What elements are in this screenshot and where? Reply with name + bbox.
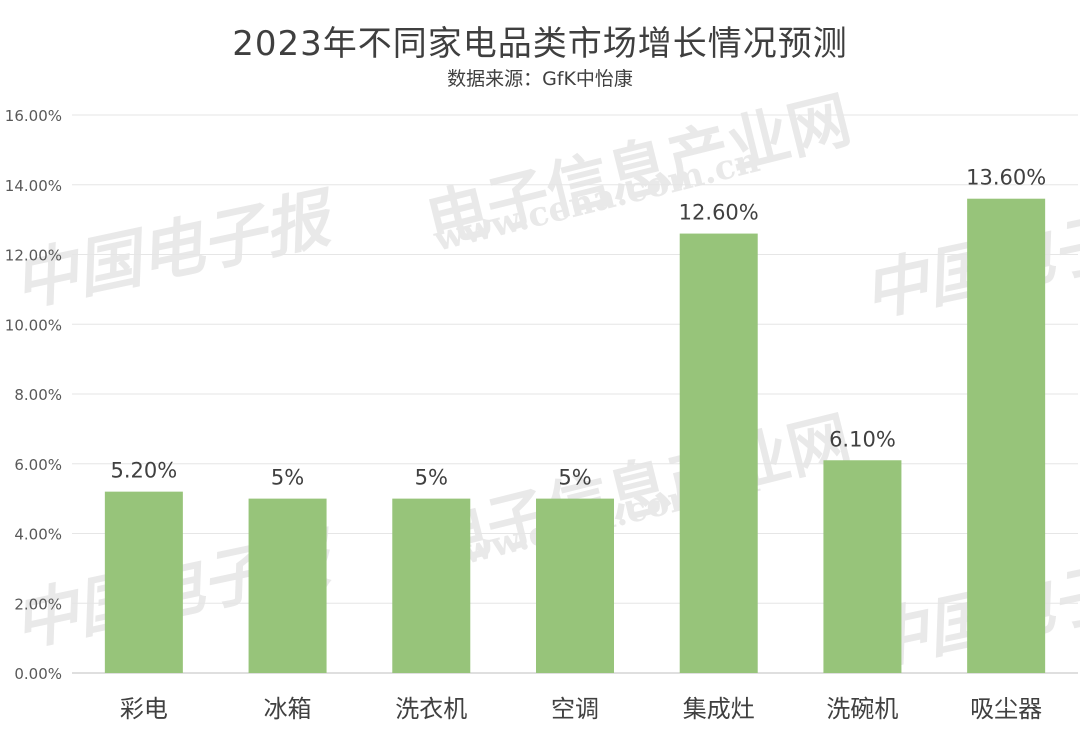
bar — [104, 491, 183, 673]
bar — [967, 198, 1046, 673]
bar — [823, 460, 902, 673]
bar — [679, 233, 758, 673]
bar — [248, 498, 327, 673]
y-axis-tick-labels: 0.00% 2.00% 4.00% 6.00% 8.00% 10.00% 12.00% 14.… — [5, 107, 62, 683]
y-tick-label: 10.00% — [5, 316, 62, 334]
bar — [392, 498, 471, 673]
data-label: 5% — [558, 466, 591, 490]
chart-subtitle: 数据来源：GfK中怡康 — [447, 68, 633, 90]
data-label: 5% — [271, 466, 304, 490]
bars — [104, 198, 1046, 673]
x-axis-tick-labels: 彩电 冰箱 洗衣机 空调 集成灶 洗碗机 吸尘器 — [120, 695, 1042, 723]
y-tick-label: 14.00% — [5, 177, 62, 195]
data-label: 5.20% — [110, 459, 177, 483]
y-tick-label: 16.00% — [5, 107, 62, 125]
data-labels: 5.20% 5% 5% 5% 12.60% 6.10% 13.60% — [110, 166, 1046, 490]
x-tick-label: 冰箱 — [264, 695, 312, 723]
y-tick-label: 2.00% — [14, 595, 62, 613]
x-tick-label: 洗衣机 — [395, 695, 467, 723]
x-tick-label: 空调 — [551, 695, 599, 723]
y-tick-label: 0.00% — [14, 665, 62, 683]
bar — [536, 498, 614, 673]
x-tick-label: 彩电 — [120, 695, 168, 723]
x-tick-label: 洗碗机 — [826, 695, 898, 723]
data-label: 13.60% — [966, 166, 1046, 190]
y-tick-label: 4.00% — [14, 526, 62, 544]
data-label: 12.60% — [679, 201, 759, 225]
y-tick-label: 12.00% — [5, 247, 62, 265]
x-tick-label: 集成灶 — [683, 695, 755, 723]
data-label: 5% — [415, 466, 448, 490]
chart-title: 2023年不同家电品类市场增长情况预测 — [232, 24, 848, 64]
y-tick-label: 8.00% — [14, 386, 62, 404]
x-tick-label: 吸尘器 — [970, 695, 1042, 723]
y-tick-label: 6.00% — [14, 456, 62, 474]
data-label: 6.10% — [829, 427, 896, 451]
